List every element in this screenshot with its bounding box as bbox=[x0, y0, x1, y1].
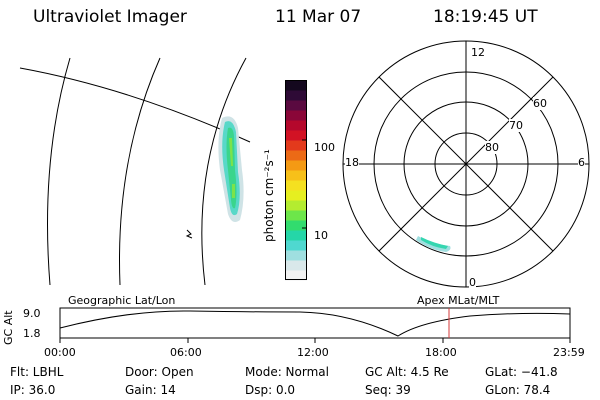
colorbar-segment bbox=[285, 240, 307, 251]
timeline-x-tick-0000: 00:00 bbox=[44, 346, 76, 359]
ip-info: IP: 36.0 bbox=[10, 383, 56, 397]
seq-info: Seq: 39 bbox=[365, 383, 411, 397]
colorbar-segment bbox=[285, 140, 307, 151]
coastline-fragment bbox=[185, 229, 193, 239]
colorbar-segment bbox=[285, 110, 307, 121]
timeline-x-tick-1200: 12:00 bbox=[297, 346, 329, 359]
timeline-x-tick-0600: 06:00 bbox=[170, 346, 202, 359]
meridian-line-3 bbox=[201, 57, 247, 285]
timeline-x-tick-1800: 18:00 bbox=[425, 346, 457, 359]
glat-info: GLat: −41.8 bbox=[485, 365, 558, 379]
colorbar-segment bbox=[285, 210, 307, 221]
polar-aurora bbox=[416, 236, 451, 252]
colorbar-segment bbox=[285, 220, 307, 231]
lat-label-80: 80 bbox=[485, 141, 499, 154]
door-info: Door: Open bbox=[125, 365, 194, 379]
colorbar-segment bbox=[285, 130, 307, 141]
colorbar-segment bbox=[285, 270, 307, 281]
colorbar-segment bbox=[285, 250, 307, 261]
observation-time: 18:19:45 UT bbox=[433, 7, 538, 27]
gc-alt-info: GC Alt: 4.5 Re bbox=[365, 365, 449, 379]
colorbar-tick-100: 100 bbox=[314, 141, 335, 154]
colorbar-segment bbox=[285, 160, 307, 171]
timeline-y-tick-max: 9.0 bbox=[23, 307, 41, 320]
lat-label-70: 70 bbox=[509, 119, 523, 132]
altitude-curve bbox=[59, 310, 571, 337]
timeline-right-label: Apex MLat/MLT bbox=[417, 294, 500, 307]
glon-info: GLon: 78.4 bbox=[485, 383, 551, 397]
polar-diagonal-2 bbox=[378, 76, 554, 252]
mode-info: Mode: Normal bbox=[245, 365, 329, 379]
instrument-title: Ultraviolet Imager bbox=[33, 7, 187, 27]
mlt-label-18: 18 bbox=[345, 156, 359, 169]
colorbar-segment bbox=[285, 200, 307, 211]
colorbar-segment bbox=[285, 230, 307, 241]
colorbar-segment bbox=[285, 80, 307, 91]
colorbar-frame bbox=[285, 80, 307, 280]
meridian-line-2 bbox=[119, 57, 161, 285]
colorbar-segment bbox=[285, 260, 307, 271]
color-bar bbox=[285, 80, 307, 281]
colorbar-segment bbox=[285, 100, 307, 111]
mlt-label-12: 12 bbox=[471, 46, 485, 59]
timeline-left-label: Geographic Lat/Lon bbox=[68, 294, 176, 307]
colorbar-segment bbox=[285, 120, 307, 131]
mlt-label-6: 6 bbox=[578, 156, 585, 169]
meridian-line-1 bbox=[47, 57, 71, 285]
filter-info: Flt: LBHL bbox=[10, 365, 64, 379]
dsp-info: Dsp: 0.0 bbox=[245, 383, 296, 397]
colorbar-tick-10: 10 bbox=[314, 229, 328, 242]
colorbar-segment bbox=[285, 180, 307, 191]
colorbar-segment bbox=[285, 150, 307, 161]
mlt-label-0: 0 bbox=[469, 276, 476, 289]
colorbar-segment bbox=[285, 190, 307, 201]
lat-label-60: 60 bbox=[533, 97, 547, 110]
aurora-emission bbox=[218, 116, 244, 222]
timeline-y-tick-min: 1.8 bbox=[23, 327, 41, 340]
colorbar-segment bbox=[285, 170, 307, 181]
colorbar-segment bbox=[285, 90, 307, 101]
observation-date: 11 Mar 07 bbox=[275, 7, 362, 27]
gain-info: Gain: 14 bbox=[125, 383, 176, 397]
timeline-x-tick-2359: 23:59 bbox=[553, 346, 585, 359]
